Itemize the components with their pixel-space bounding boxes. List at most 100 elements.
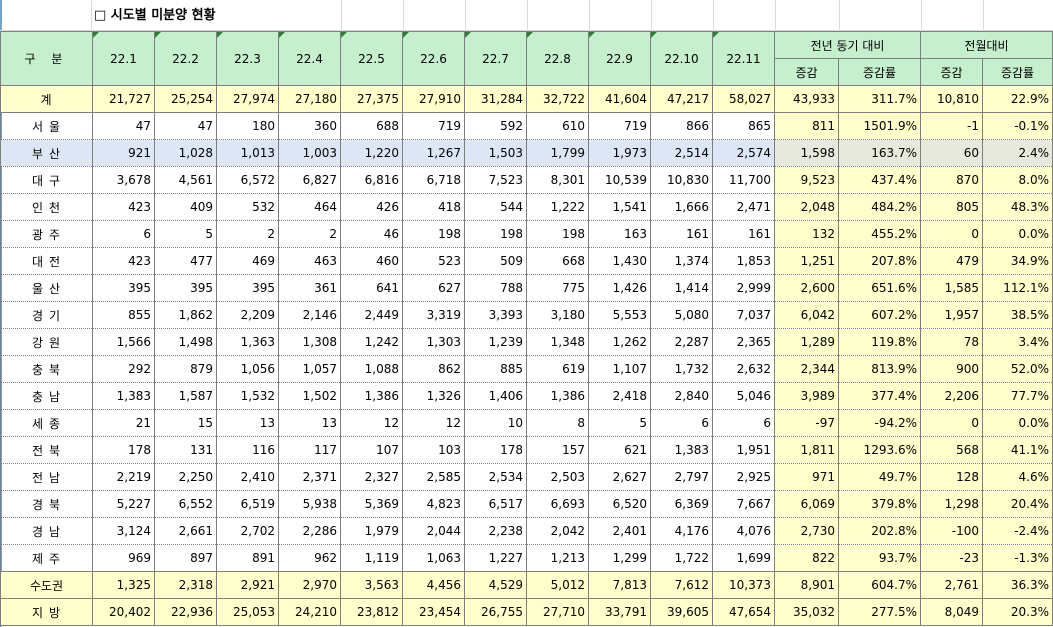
value-cell[interactable]: 1,303 <box>402 328 465 356</box>
yoy-rate-cell[interactable]: 437.4% <box>838 166 921 194</box>
value-cell[interactable]: 1,406 <box>464 382 527 410</box>
value-cell[interactable]: 469 <box>216 247 279 275</box>
value-cell[interactable]: 6 <box>712 409 775 437</box>
value-cell[interactable]: 1,088 <box>340 355 403 383</box>
mom-rate-cell[interactable]: 34.9% <box>981 247 1053 275</box>
value-cell[interactable]: 5,938 <box>278 490 341 518</box>
mom-rate-cell[interactable]: 3.4% <box>981 328 1053 356</box>
value-cell[interactable]: 477 <box>154 247 217 275</box>
value-cell[interactable]: 1,587 <box>154 382 217 410</box>
value-cell[interactable]: 27,910 <box>402 85 465 113</box>
mom-rate-cell[interactable]: -0.1% <box>981 112 1053 140</box>
region-cell[interactable]: 전남 <box>0 463 93 491</box>
value-cell[interactable]: 1,326 <box>402 382 465 410</box>
yoy-rate-cell[interactable]: 119.8% <box>838 328 921 356</box>
value-cell[interactable]: 4,529 <box>464 571 527 599</box>
value-cell[interactable]: 2,287 <box>650 328 713 356</box>
value-cell[interactable]: 2,042 <box>526 517 589 545</box>
value-cell[interactable]: 1,566 <box>92 328 155 356</box>
value-cell[interactable]: 1,414 <box>650 274 713 302</box>
mom-change-cell[interactable]: 0 <box>920 409 983 437</box>
value-cell[interactable]: 8,301 <box>526 166 589 194</box>
value-cell[interactable]: 27,710 <box>526 598 589 626</box>
value-cell[interactable]: 33,791 <box>588 598 651 626</box>
value-cell[interactable]: 523 <box>402 247 465 275</box>
mom-rate-cell[interactable]: 8.0% <box>981 166 1053 194</box>
month-header[interactable]: 22.5 <box>340 31 403 86</box>
value-cell[interactable]: 885 <box>464 355 527 383</box>
value-cell[interactable]: 426 <box>340 193 403 221</box>
mom-change-cell[interactable]: 10,810 <box>920 85 983 113</box>
value-cell[interactable]: 891 <box>216 544 279 572</box>
value-cell[interactable]: 157 <box>526 436 589 464</box>
region-cell[interactable]: 전북 <box>0 436 93 464</box>
value-cell[interactable]: 1,383 <box>650 436 713 464</box>
mom-change-cell[interactable]: 870 <box>920 166 983 194</box>
value-cell[interactable]: 1,222 <box>526 193 589 221</box>
value-cell[interactable]: 6,552 <box>154 490 217 518</box>
value-cell[interactable]: 788 <box>464 274 527 302</box>
value-cell[interactable]: 1,541 <box>588 193 651 221</box>
yoy-rate-cell[interactable]: 455.2% <box>838 220 921 248</box>
value-cell[interactable]: 862 <box>402 355 465 383</box>
value-cell[interactable]: 897 <box>154 544 217 572</box>
value-cell[interactable]: 6,369 <box>650 490 713 518</box>
value-cell[interactable]: 2,318 <box>154 571 217 599</box>
region-cell[interactable]: 충남 <box>0 382 93 410</box>
month-header[interactable]: 22.4 <box>278 31 341 86</box>
mom-change-cell[interactable]: 2,761 <box>920 571 983 599</box>
month-header[interactable]: 22.6 <box>402 31 465 86</box>
yoy-change-cell[interactable]: 971 <box>774 463 839 491</box>
value-cell[interactable]: 509 <box>464 247 527 275</box>
yoy-change-cell[interactable]: 2,730 <box>774 517 839 545</box>
mom-rate-cell[interactable]: -2.4% <box>981 517 1053 545</box>
value-cell[interactable]: 47,217 <box>650 85 713 113</box>
value-cell[interactable]: 1,979 <box>340 517 403 545</box>
value-cell[interactable]: 1,386 <box>526 382 589 410</box>
sheet-title[interactable]: □ 시도별 미분양 현황 <box>94 8 216 23</box>
value-cell[interactable]: 2,534 <box>464 463 527 491</box>
mom-rate-cell[interactable]: -1.3% <box>981 544 1053 572</box>
region-cell[interactable]: 충북 <box>0 355 93 383</box>
value-cell[interactable]: 2,471 <box>712 193 775 221</box>
month-header[interactable]: 22.11 <box>712 31 775 86</box>
value-cell[interactable]: 3,563 <box>340 571 403 599</box>
value-cell[interactable]: 1,666 <box>650 193 713 221</box>
mom-rate-cell[interactable]: 77.7% <box>981 382 1053 410</box>
value-cell[interactable]: 47,654 <box>712 598 775 626</box>
value-cell[interactable]: 6,827 <box>278 166 341 194</box>
value-cell[interactable]: 2,209 <box>216 301 279 329</box>
region-cell[interactable]: 지방 <box>0 598 93 626</box>
yoy-change-cell[interactable]: 2,344 <box>774 355 839 383</box>
value-cell[interactable]: 409 <box>154 193 217 221</box>
value-cell[interactable]: 5,227 <box>92 490 155 518</box>
value-cell[interactable]: 879 <box>154 355 217 383</box>
yoy-change-header[interactable]: 증감 <box>774 58 839 86</box>
mom-change-cell[interactable]: 805 <box>920 193 983 221</box>
value-cell[interactable]: 3,180 <box>526 301 589 329</box>
value-cell[interactable]: 2,627 <box>588 463 651 491</box>
value-cell[interactable]: 5,080 <box>650 301 713 329</box>
value-cell[interactable]: 5,046 <box>712 382 775 410</box>
value-cell[interactable]: 12 <box>340 409 403 437</box>
value-cell[interactable]: 58,027 <box>712 85 775 113</box>
value-cell[interactable]: 24,210 <box>278 598 341 626</box>
value-cell[interactable]: 26,755 <box>464 598 527 626</box>
value-cell[interactable]: 5 <box>588 409 651 437</box>
region-cell[interactable]: 대전 <box>0 247 93 275</box>
value-cell[interactable]: 2,418 <box>588 382 651 410</box>
value-cell[interactable]: 2,327 <box>340 463 403 491</box>
mom-rate-cell[interactable]: 38.5% <box>981 301 1053 329</box>
value-cell[interactable]: 1,503 <box>464 139 527 167</box>
value-cell[interactable]: 1,308 <box>278 328 341 356</box>
value-cell[interactable]: 921 <box>92 139 155 167</box>
value-cell[interactable]: 1,853 <box>712 247 775 275</box>
value-cell[interactable]: 3,124 <box>92 517 155 545</box>
month-header[interactable]: 22.2 <box>154 31 217 86</box>
value-cell[interactable]: 2 <box>216 220 279 248</box>
value-cell[interactable]: 2,661 <box>154 517 217 545</box>
yoy-rate-cell[interactable]: 607.2% <box>838 301 921 329</box>
mom-rate-cell[interactable]: 4.6% <box>981 463 1053 491</box>
mom-rate-cell[interactable]: 22.9% <box>981 85 1053 113</box>
value-cell[interactable]: 5,012 <box>526 571 589 599</box>
